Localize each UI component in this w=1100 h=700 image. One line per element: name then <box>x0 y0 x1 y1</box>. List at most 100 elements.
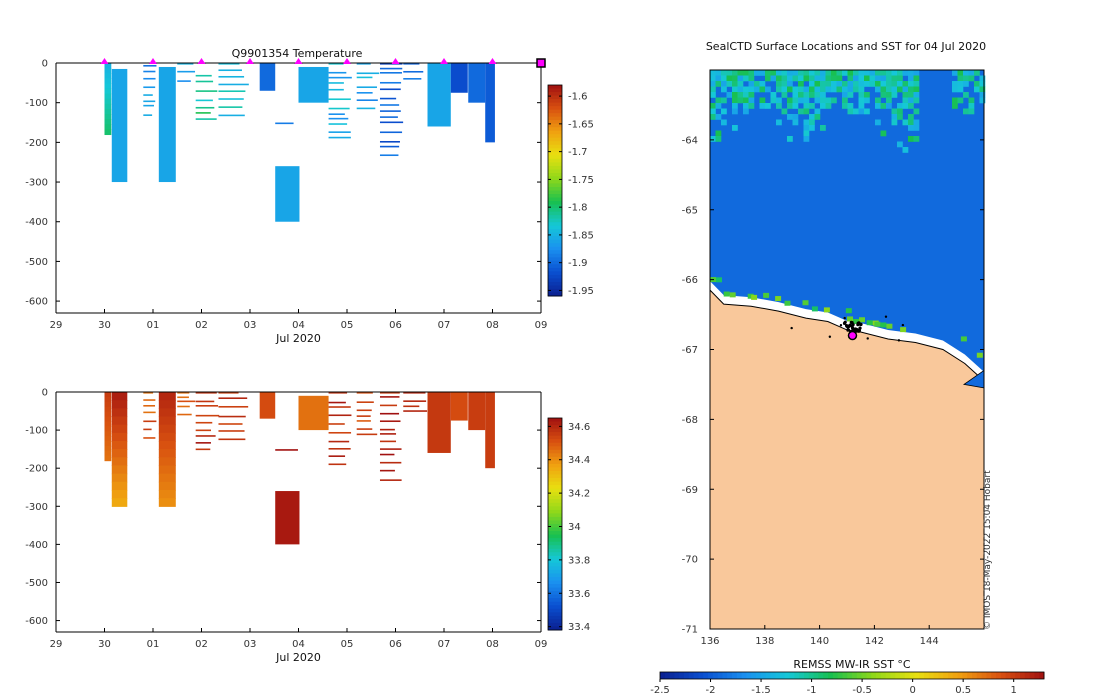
map-coastal-pixel <box>784 300 791 306</box>
map-sst-pixel <box>858 103 865 109</box>
temperature-profile-line <box>379 67 403 70</box>
map-sst-pixel <box>897 70 903 76</box>
salinity-colorbar-cell <box>548 569 562 574</box>
salinity-profile-cell <box>158 392 176 401</box>
salinity-profile-line <box>195 414 220 417</box>
map-colorbar-cell <box>746 672 752 679</box>
map-sst-pixel <box>732 125 738 131</box>
map-colorbar-cell <box>756 672 762 679</box>
salinity-x-tick-label: 04 <box>292 639 305 650</box>
map-sst-pixel <box>979 97 986 104</box>
salinity-colorbar-cell <box>548 509 562 514</box>
map-sst-pixel <box>748 97 755 104</box>
salinity-profile-cell <box>111 481 128 491</box>
map-sst-pixel <box>869 70 876 76</box>
temperature-surface-marker <box>343 58 351 64</box>
map-sst-pixel <box>842 97 848 104</box>
temperature-profile-line <box>328 76 352 79</box>
salinity-profile-line <box>328 406 351 408</box>
map-sst-pixel <box>732 108 738 115</box>
map-colorbar-cell <box>789 672 795 679</box>
temperature-colorbar-cell <box>548 229 562 234</box>
salinity-profile-line <box>328 401 346 404</box>
temperature-profile-line <box>218 75 245 78</box>
map-sst-pixel <box>908 75 914 82</box>
map-sst-pixel <box>968 70 975 76</box>
salinity-profile-line <box>328 431 352 434</box>
map-sst-pixel <box>908 125 914 131</box>
temperature-profile-cell <box>104 108 112 115</box>
temperature-colorbar-cell <box>548 232 562 237</box>
map-lat-label: -70 <box>682 555 698 566</box>
salinity-profile-cell <box>104 440 112 447</box>
map-colorbar-cell <box>861 672 867 679</box>
map-sst-pixel <box>836 86 843 93</box>
map-sst-pixel <box>765 103 771 109</box>
map-sst-pixel <box>776 81 782 87</box>
salinity-profile-line <box>403 400 427 402</box>
map-colorbar-cell <box>765 672 771 679</box>
temperature-surface-marker <box>391 58 400 64</box>
map-colorbar-cell <box>804 672 810 679</box>
temperature-y-tick-label: -600 <box>25 297 48 308</box>
salinity-profile-line <box>379 461 402 464</box>
map-sst-pixel <box>913 86 920 93</box>
salinity-profile-cell <box>111 432 128 442</box>
temperature-colorbar-tick-label: -1.85 <box>568 230 594 241</box>
map-sst-pixel <box>836 75 843 82</box>
temperature-profile-block <box>427 63 451 127</box>
map-sst-pixel <box>770 97 777 104</box>
map-sst-pixel <box>869 75 876 82</box>
map-colorbar-cell <box>938 672 944 679</box>
map-sst-pixel <box>913 75 920 82</box>
salinity-profile-line <box>218 415 246 418</box>
temperature-profile-line <box>328 123 348 125</box>
temperature-x-tick-label: 07 <box>438 320 451 331</box>
temperature-colorbar-tick-label: -1.6 <box>568 92 588 103</box>
salinity-x-tick-label: 09 <box>535 639 548 650</box>
temperature-colorbar-cell <box>548 267 562 272</box>
map-sst-pixel <box>864 108 870 115</box>
salinity-profile-line <box>195 442 211 444</box>
map-sst-pixel <box>809 70 815 76</box>
map-colorbar-cell <box>837 672 843 679</box>
salinity-colorbar-tick-label: 34.2 <box>568 489 590 500</box>
map-colorbar-cell <box>996 672 1002 679</box>
map-track-dot <box>790 326 793 330</box>
map-sst-pixel <box>847 81 854 87</box>
salinity-profile-cell <box>104 426 112 432</box>
map-sst-pixel <box>781 92 788 98</box>
map-sst-pixel <box>776 103 782 109</box>
temperature-colorbar-cell <box>548 155 562 160</box>
map-colorbar-cell <box>1005 672 1011 679</box>
map-sst-pixel <box>897 75 903 82</box>
map-sst-pixel <box>864 75 870 82</box>
temperature-colorbar-cell <box>548 222 562 227</box>
map-sst-pixel <box>798 75 804 82</box>
map-sst-pixel <box>743 75 749 82</box>
map-lon-label: 136 <box>700 636 719 647</box>
map-sst-pixel <box>787 86 793 93</box>
temperature-profile-block <box>468 63 486 103</box>
map-track-dot <box>856 323 860 327</box>
map-colorbar-cell <box>760 672 767 679</box>
map-sst-pixel <box>842 81 848 87</box>
temperature-colorbar-cell <box>548 92 562 97</box>
salinity-colorbar-cell <box>548 467 562 472</box>
map-sst-pixel <box>957 97 964 104</box>
salinity-colorbar-cell <box>548 453 562 458</box>
temperature-colorbar-cell <box>548 218 562 223</box>
map-colorbar-cell <box>674 672 680 679</box>
salinity-colorbar-cell <box>548 499 562 504</box>
map-seal-location <box>847 330 858 341</box>
salinity-profile-block <box>468 392 486 431</box>
salinity-colorbar-cell <box>548 425 562 430</box>
credit-text: © IMOS 18-May-2022 15:04 Hobart <box>983 470 993 630</box>
map-sst-pixel <box>820 75 826 82</box>
temperature-x-label: Jul 2020 <box>275 332 321 345</box>
temperature-profile-line <box>195 118 217 120</box>
temperature-profile-cell <box>104 119 112 125</box>
salinity-colorbar-cell <box>548 622 562 627</box>
temperature-colorbar-cell <box>548 123 562 128</box>
